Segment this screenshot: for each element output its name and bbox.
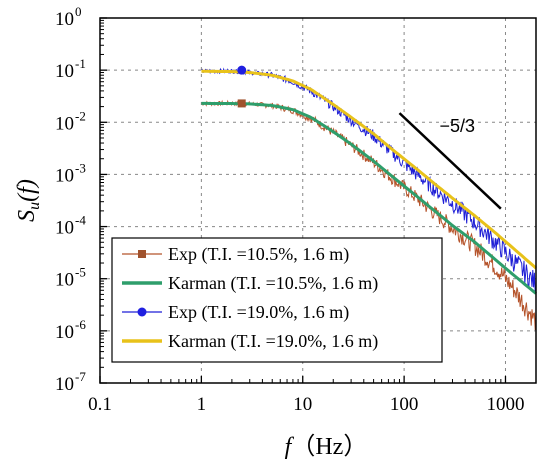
legend-marker-2 [137, 307, 147, 317]
y-tick-label: 10 [55, 322, 74, 343]
y-tick-exponent: -1 [75, 56, 86, 71]
y-tick-label: 10 [55, 61, 74, 82]
x-tick-label: 1 [197, 394, 207, 415]
y-tick-label: 10 [55, 113, 74, 134]
y-tick-label: 10 [55, 270, 74, 291]
slope-annotation: −5/3 [398, 112, 502, 210]
y-axis-argument: (f) [14, 179, 40, 202]
y-tick-exponent: -6 [75, 317, 86, 332]
y-axis-symbol: S [14, 210, 40, 222]
series-lines [201, 67, 537, 331]
y-tick-exponent: -4 [75, 213, 86, 228]
legend-marker-0 [138, 250, 146, 258]
y-tick-exponent: -5 [75, 265, 86, 280]
legend: Exp (T.I. =10.5%, 1.6 m) Karman (T.I. =10… [111, 237, 443, 363]
x-tick-label: 0.1 [88, 394, 112, 415]
slope-line [398, 112, 502, 210]
axis-titles: f（Hz） Su(f) [14, 179, 367, 460]
x-axis-ticks: 0.1 1 10 100 1000 [88, 376, 524, 415]
series-markers [237, 65, 247, 108]
slope-label: −5/3 [439, 116, 475, 136]
legend-label-0: Exp (T.I. =10.5%, 1.6 m) [168, 244, 349, 265]
y-tick-exponent: -2 [75, 108, 86, 123]
y-axis-title: Su(f) [14, 179, 43, 222]
y-tick-label: 10 [55, 165, 74, 186]
series-marker-2 [237, 65, 247, 75]
x-tick-label: 100 [390, 394, 419, 415]
y-tick-label: 10 [55, 218, 74, 239]
y-tick-label: 10 [55, 374, 74, 395]
x-tick-label: 1000 [486, 394, 524, 415]
series-line-1 [201, 101, 537, 295]
y-tick-exponent: 0 [75, 4, 82, 19]
y-tick-exponent: -7 [75, 369, 86, 384]
plot-frame [99, 17, 537, 384]
series-marker-0 [237, 99, 246, 108]
legend-label-2: Exp (T.I. =19.0%, 1.6 m) [168, 302, 349, 323]
x-axis-variable: f [285, 434, 295, 460]
x-tick-label: 10 [293, 394, 312, 415]
series-line-3 [201, 69, 537, 270]
y-axis-subscript: u [26, 202, 43, 210]
x-axis-unit: （Hz） [291, 434, 367, 460]
y-tick-label: 10 [55, 9, 74, 30]
x-axis-title: f（Hz） [285, 434, 368, 460]
legend-label-1: Karman (T.I. =10.5%, 1.6 m) [168, 273, 378, 294]
legend-box [111, 237, 443, 363]
legend-label-3: Karman (T.I. =19.0%, 1.6 m) [168, 331, 378, 352]
y-tick-exponent: -3 [75, 160, 86, 175]
